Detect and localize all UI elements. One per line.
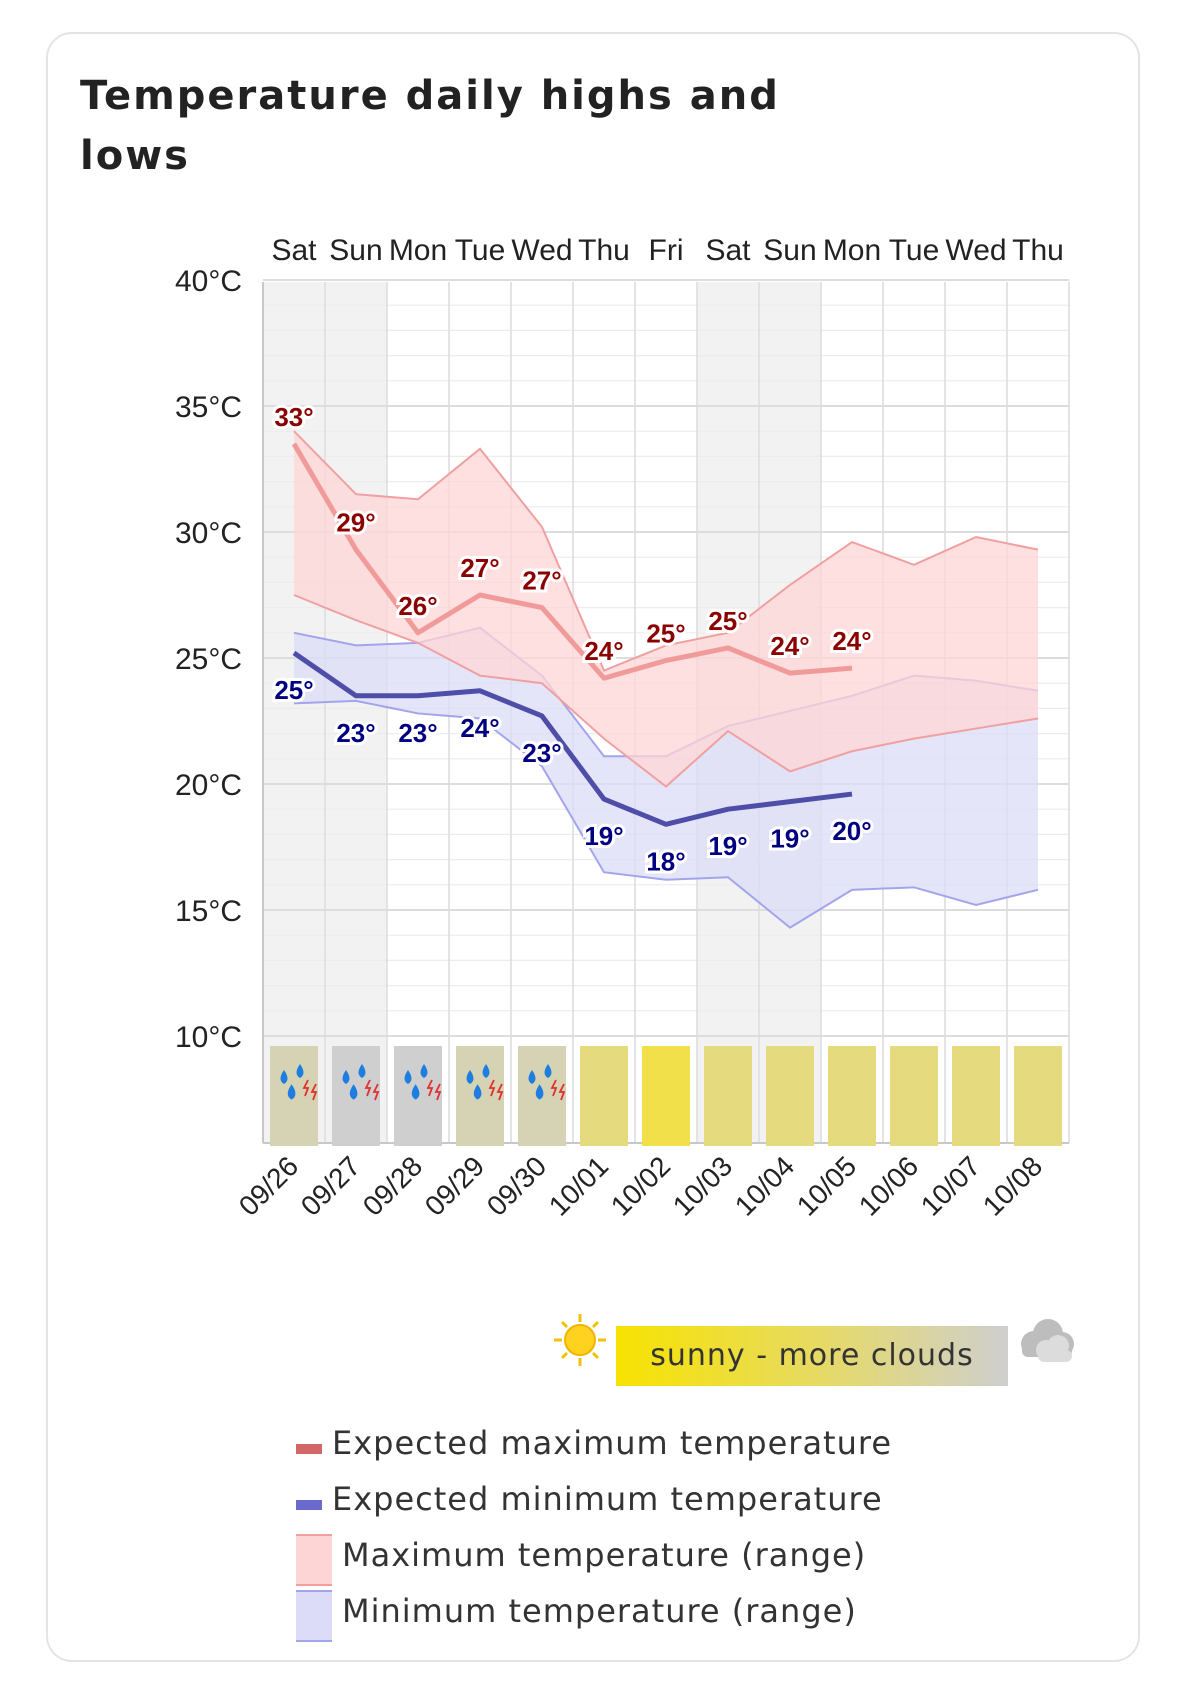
- max-range-upper: [293, 430, 1039, 672]
- date-label: 09/27: [295, 1150, 366, 1221]
- min-data-label: 24°: [460, 713, 499, 743]
- legend-item-max-expected[interactable]: Expected maximum temperature: [296, 1418, 1096, 1474]
- weekday-label: Sun: [329, 234, 382, 267]
- weekday-label: Sun: [763, 234, 816, 267]
- weekday-label: Thu: [578, 234, 630, 267]
- weather-box: [828, 1046, 876, 1146]
- weekday-label: Mon: [823, 234, 881, 267]
- min-range-lower: [293, 699, 1039, 929]
- min-data-label: 19°: [770, 824, 809, 854]
- max-data-label: 25°: [646, 619, 685, 649]
- legend-swatch-min-range: [296, 1590, 332, 1642]
- y-tick-label: 30°C: [175, 517, 242, 550]
- max-data-label: 24°: [770, 631, 809, 661]
- date-label: 09/28: [357, 1150, 428, 1221]
- max-data-label: 24°: [832, 626, 871, 656]
- date-label: 10/03: [667, 1150, 738, 1221]
- chart-legend: Expected maximum temperature Expected mi…: [296, 1418, 1096, 1642]
- min-data-label: 19°: [584, 821, 623, 851]
- legend-item-min-expected[interactable]: Expected minimum temperature: [296, 1474, 1096, 1530]
- legend-swatch-max-range: [296, 1534, 332, 1586]
- weather-gradient-bar: sunny - more clouds: [616, 1326, 1008, 1386]
- weather-box: [952, 1046, 1000, 1146]
- y-tick-label: 35°C: [175, 391, 242, 424]
- min-data-label: 19°: [708, 831, 747, 861]
- weather-box: [642, 1046, 690, 1146]
- date-label: 10/02: [605, 1150, 676, 1221]
- date-label: 09/30: [481, 1150, 552, 1221]
- chart-title: Temperature daily highs and lows: [80, 73, 780, 179]
- max-data-label: 33°: [274, 402, 313, 432]
- legend-label: Expected maximum temperature: [332, 1424, 893, 1462]
- legend-item-min-range[interactable]: Minimum temperature (range): [296, 1586, 1096, 1642]
- weather-legend-text: sunny - more clouds: [650, 1338, 974, 1373]
- date-label: 10/04: [729, 1150, 800, 1221]
- weekday-label: Tue: [889, 234, 940, 267]
- max-data-label: 25°: [708, 606, 747, 636]
- max-data-label: 27°: [522, 566, 561, 596]
- max-data-label: 29°: [336, 508, 375, 538]
- max-data-label: 26°: [398, 591, 437, 621]
- weekday-label: Tue: [455, 234, 506, 267]
- min-data-label: 20°: [832, 816, 871, 846]
- min-expected-line: [292, 650, 853, 827]
- weekday-label: Wed: [945, 234, 1006, 267]
- min-data-label: 18°: [646, 846, 685, 876]
- legend-item-max-range[interactable]: Maximum temperature (range): [296, 1530, 1096, 1586]
- y-tick-label: 10°C: [175, 1021, 242, 1054]
- y-tick-label: 20°C: [175, 769, 242, 802]
- rain-storm-icon: [466, 1064, 504, 1101]
- rain-storm-icon: [280, 1064, 318, 1101]
- date-label: 10/06: [853, 1150, 924, 1221]
- weekday-label: Sat: [705, 234, 751, 267]
- weekday-label: Mon: [389, 234, 447, 267]
- min-data-label: 25°: [274, 675, 313, 705]
- weekday-label: Thu: [1012, 234, 1064, 267]
- date-label: 10/05: [791, 1150, 862, 1221]
- max-expected-line: [291, 442, 853, 681]
- date-label: 10/01: [543, 1150, 614, 1221]
- rain-storm-icon: [404, 1064, 442, 1101]
- weekday-label: Wed: [511, 234, 572, 267]
- weather-box: [704, 1046, 752, 1146]
- weekday-label: Fri: [649, 234, 684, 267]
- weather-box: [766, 1046, 814, 1146]
- legend-label: Expected minimum temperature: [332, 1480, 883, 1518]
- rain-storm-icon: [342, 1064, 380, 1101]
- max-data-label: 27°: [460, 553, 499, 583]
- weekend-band: [263, 282, 325, 1143]
- weekday-label: Sat: [271, 234, 317, 267]
- min-data-label: 23°: [522, 738, 561, 768]
- legend-label: Maximum temperature (range): [342, 1536, 867, 1574]
- legend-swatch-max: [296, 1444, 322, 1454]
- max-range-fill: [294, 431, 1038, 787]
- date-label: 10/07: [915, 1150, 986, 1221]
- y-tick-label: 25°C: [175, 643, 242, 676]
- y-tick-label: 15°C: [175, 895, 242, 928]
- min-data-label: 23°: [398, 718, 437, 748]
- weather-legend: sunny - more clouds: [550, 1310, 1090, 1390]
- max-data-label: 24°: [584, 636, 623, 666]
- date-label: 10/08: [977, 1150, 1048, 1221]
- legend-label: Minimum temperature (range): [342, 1592, 857, 1630]
- cloud-icon: [1021, 1319, 1074, 1362]
- rain-storm-icon: [528, 1064, 566, 1101]
- date-label: 09/26: [233, 1150, 304, 1221]
- y-tick-label: 40°C: [175, 265, 242, 298]
- max-range-lower: [293, 594, 1039, 788]
- weather-row: [270, 1046, 1062, 1146]
- legend-swatch-min: [296, 1500, 322, 1510]
- weather-box: [1014, 1046, 1062, 1146]
- sun-icon: [554, 1314, 606, 1366]
- min-data-label: 23°: [336, 718, 375, 748]
- weather-box: [580, 1046, 628, 1146]
- weather-box: [890, 1046, 938, 1146]
- date-label: 09/29: [419, 1150, 490, 1221]
- weekend-band: [325, 282, 387, 1143]
